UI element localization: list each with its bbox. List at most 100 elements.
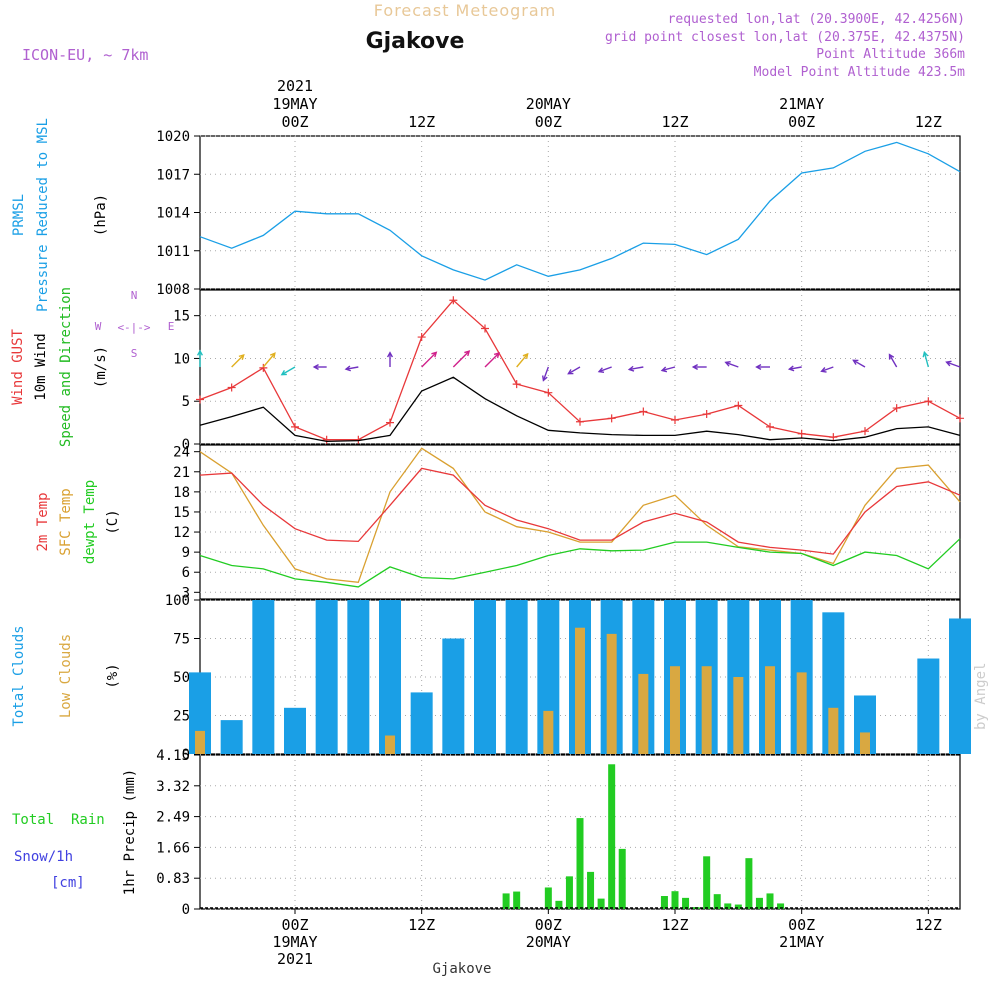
temperature-ytick-label: 3 bbox=[182, 585, 190, 601]
temperature-ytick-label: 6 bbox=[182, 565, 190, 581]
clouds-ytick-label: 25 bbox=[173, 709, 190, 725]
rain-bar bbox=[576, 818, 584, 909]
gust-marker bbox=[956, 414, 964, 423]
total-clouds-bar bbox=[315, 600, 338, 754]
wind-direction-arrow bbox=[629, 366, 644, 371]
dewpt-line bbox=[199, 538, 961, 588]
precip-ytick-label: 1.66 bbox=[156, 840, 190, 856]
time-tick-label-top: 12Z bbox=[408, 113, 435, 131]
rain-bar bbox=[597, 898, 605, 909]
wind-ytick-label: 5 bbox=[182, 394, 190, 410]
wind-direction-arrowhead bbox=[820, 367, 827, 373]
wind-direction-arrowhead bbox=[567, 369, 574, 375]
gust-marker bbox=[291, 422, 299, 431]
low-clouds-bar bbox=[638, 673, 649, 754]
wind-direction-arrow bbox=[568, 366, 581, 375]
rain-bar bbox=[734, 904, 742, 909]
gust-marker bbox=[734, 401, 743, 410]
gust-marker bbox=[481, 324, 489, 333]
wind-ylabel-10m: 10m Wind bbox=[33, 333, 49, 400]
wind-direction-arrowhead bbox=[196, 349, 204, 356]
total-clouds-bar bbox=[822, 612, 845, 754]
low-clouds-bar bbox=[575, 627, 585, 754]
time-tick-label-bottom: 12Z bbox=[661, 916, 688, 934]
compass-south: S bbox=[131, 347, 138, 360]
wind-direction-arrowhead bbox=[724, 360, 731, 367]
low-clouds-bar bbox=[543, 710, 554, 754]
gust-marker bbox=[259, 363, 268, 372]
compass-east: E bbox=[168, 320, 175, 333]
gust-marker bbox=[892, 404, 901, 413]
time-tick-label-bottom: 12Z bbox=[915, 916, 942, 934]
footer-location: Gjakove bbox=[432, 961, 491, 977]
total-clouds-bar bbox=[474, 600, 496, 754]
chart-title: Forecast Meteogram bbox=[374, 1, 556, 20]
rain-bar bbox=[660, 896, 668, 909]
gust-marker bbox=[322, 435, 331, 444]
credit-label: by Angel bbox=[973, 663, 989, 730]
grid-point-coords: grid point closest lon,lat (20.375E, 42.… bbox=[605, 30, 965, 45]
gust-marker bbox=[702, 410, 711, 419]
rain-bar bbox=[724, 903, 732, 909]
requested-coords: requested lon,lat (20.3900E, 42.4256N) bbox=[668, 12, 965, 27]
gust-marker bbox=[196, 395, 204, 404]
gust-marker bbox=[227, 383, 236, 392]
wind-ylabel-unit: (m/s) bbox=[93, 346, 109, 388]
precip-ytick-label: 0.83 bbox=[156, 871, 190, 887]
time-tick-label-bottom: 20MAY bbox=[526, 933, 571, 951]
total-clouds-bar bbox=[505, 600, 528, 754]
total-clouds-bar bbox=[284, 707, 306, 754]
rain-bar bbox=[713, 894, 721, 909]
rain-bar bbox=[682, 897, 690, 909]
wind-ylabel: Wind GUST 10m Wind Speed and Direction (… bbox=[10, 287, 109, 447]
compass-west: W bbox=[95, 320, 102, 333]
pressure-ytick-label: 1011 bbox=[156, 244, 190, 260]
total-clouds-bar bbox=[854, 695, 876, 754]
gust-marker bbox=[544, 388, 553, 397]
low-clouds-bar bbox=[606, 633, 617, 754]
clouds-ytick-label: 50 bbox=[173, 670, 190, 686]
point-altitude: Point Altitude 366m bbox=[816, 47, 965, 62]
total-clouds-bar bbox=[442, 638, 465, 754]
temp-ylabel-2m: 2m Temp bbox=[35, 492, 51, 551]
total-clouds-bar bbox=[949, 618, 971, 754]
wind-direction-arrowhead bbox=[660, 366, 668, 373]
time-tick-label-bottom: 00Z bbox=[281, 916, 308, 934]
wind-direction-arrowhead bbox=[755, 363, 762, 371]
gust-marker bbox=[797, 429, 806, 438]
precip-legend-unit: [cm] bbox=[51, 875, 85, 891]
rain-bar bbox=[618, 848, 626, 909]
rain-bar bbox=[608, 764, 616, 909]
wind-direction-arrow bbox=[888, 354, 898, 368]
wind-ytick-label: 10 bbox=[173, 351, 190, 367]
low-clouds-bar bbox=[385, 735, 395, 754]
wind-direction-arrowhead bbox=[312, 363, 319, 371]
total-clouds-bar bbox=[410, 692, 433, 754]
temperature-ytick-label: 9 bbox=[182, 545, 190, 561]
precip-ylabel: 1hr Precip (mm) Total Rain Snow/1h [cm] bbox=[12, 769, 138, 895]
model-point-altitude: Model Point Altitude 423.5m bbox=[754, 65, 965, 80]
wind-direction-arrow bbox=[821, 366, 834, 372]
rain-bar bbox=[777, 903, 785, 909]
wind-ylabel-dir: Speed and Direction bbox=[58, 287, 74, 447]
time-tick-label-top: 20MAY bbox=[526, 95, 571, 113]
wind-direction-arrow bbox=[345, 366, 359, 370]
pressure-ylabel-unit: (hPa) bbox=[93, 194, 109, 236]
wind-direction-arrowhead bbox=[464, 350, 471, 357]
model-label: ICON-EU, ~ 7km bbox=[22, 46, 148, 64]
wind-direction-arrowhead bbox=[280, 369, 287, 376]
gust-marker bbox=[861, 427, 869, 436]
wind-direction-arrowhead bbox=[945, 360, 952, 367]
sfc-temp-line bbox=[199, 447, 961, 584]
clouds-ytick-label: 0 bbox=[182, 747, 190, 763]
pressure-line bbox=[199, 141, 961, 281]
wind-direction-arrowhead bbox=[493, 352, 500, 359]
gust-marker bbox=[766, 422, 774, 431]
time-tick-label-bottom: 19MAY bbox=[272, 933, 317, 951]
gust-marker bbox=[639, 407, 648, 416]
wind-direction-arrowhead bbox=[627, 365, 635, 372]
rain-bar bbox=[555, 900, 563, 909]
compass-north: N bbox=[131, 289, 138, 302]
gust-marker bbox=[386, 418, 394, 427]
wind-direction-arrow bbox=[262, 352, 276, 368]
